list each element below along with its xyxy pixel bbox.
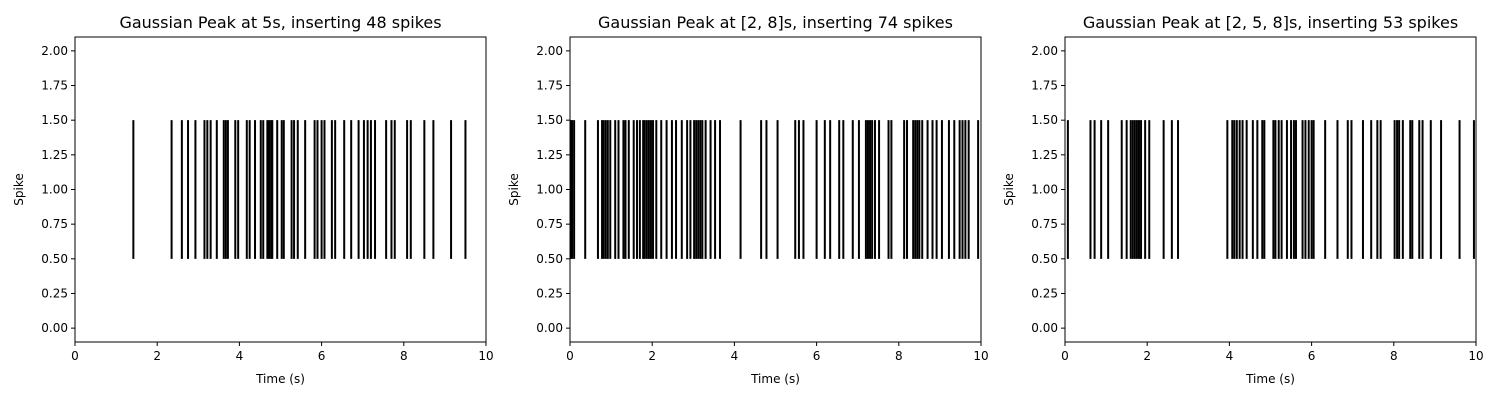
x-tick-label: 0 [1061,349,1069,363]
y-tick-label: 1.50 [536,113,563,127]
y-tick-label: 1.50 [1031,113,1058,127]
y-tick-label: 0.75 [1031,217,1058,231]
x-tick-label: 0 [566,349,574,363]
y-tick-label: 0.00 [1031,321,1058,335]
chart-panel-2: 0 2 4 6 8 10 0.00 0.25 0.50 0.75 1.00 1.25 1.50 1.75 2… [507,13,989,386]
y-tick-label: 0.00 [536,321,563,335]
y-tick-label: 2.00 [41,44,68,58]
y-tick-label: 1.25 [536,148,563,162]
y-tick-label: 0.50 [536,252,563,266]
y-tick-label: 2.00 [1031,44,1058,58]
y-tick-label: 0.50 [1031,252,1058,266]
x-tick-label: 10 [1468,349,1483,363]
y-tick-label: 1.00 [536,183,563,197]
x-tick-label: 10 [478,349,493,363]
y-tick-label: 1.50 [41,113,68,127]
x-tick-label: 6 [318,349,326,363]
x-tick-label: 6 [813,349,821,363]
y-tick-label: 1.75 [536,79,563,93]
y-tick-label: 1.75 [1031,79,1058,93]
y-tick-label: 0.50 [41,252,68,266]
x-tick-label: 2 [153,349,161,363]
y-tick-label: 1.00 [41,183,68,197]
x-axis-label: Time (s) [1245,372,1295,386]
y-axis-label: Spike [12,173,26,205]
x-tick-label: 4 [1226,349,1234,363]
y-tick-label: 0.25 [1031,286,1058,300]
y-tick-label: 0.75 [536,217,563,231]
y-tick-label: 1.75 [41,79,68,93]
chart-title: Gaussian Peak at 5s, inserting 48 spikes [119,13,441,32]
x-tick-label: 10 [973,349,988,363]
chart-panel-3: 0 2 4 6 8 10 0.00 0.25 0.50 0.75 1.00 1.25 1.50 1.75 2… [1002,13,1484,386]
x-axis-label: Time (s) [750,372,800,386]
x-axis-label: Time (s) [255,372,305,386]
x-tick-label: 4 [731,349,739,363]
chart-title: Gaussian Peak at [2, 5, 8]s, inserting 5… [1083,13,1458,32]
y-tick-label: 1.25 [1031,148,1058,162]
x-tick-label: 0 [71,349,79,363]
x-tick-label: 6 [1308,349,1316,363]
y-tick-label: 1.00 [1031,183,1058,197]
x-tick-label: 4 [236,349,244,363]
y-axis-label: Spike [1002,173,1016,205]
y-axis-label: Spike [507,173,521,205]
x-tick-label: 8 [895,349,903,363]
spike-train [1066,120,1475,259]
x-tick-label: 2 [648,349,656,363]
y-tick-label: 0.00 [41,321,68,335]
chart-title: Gaussian Peak at [2, 8]s, inserting 74 s… [598,13,953,32]
spike-train [132,120,467,259]
y-tick-label: 0.25 [536,286,563,300]
y-tick-label: 0.25 [41,286,68,300]
y-tick-label: 2.00 [536,44,563,58]
x-tick-label: 8 [1390,349,1398,363]
spike-train [569,120,980,259]
y-tick-label: 0.75 [41,217,68,231]
y-tick-label: 1.25 [41,148,68,162]
x-tick-label: 8 [400,349,408,363]
x-tick-label: 2 [1143,349,1151,363]
chart-panel-1: 0 2 4 6 8 10 0.00 0.25 0.50 0.75 1.00 1.25 1.50 1.75 2… [12,13,494,386]
